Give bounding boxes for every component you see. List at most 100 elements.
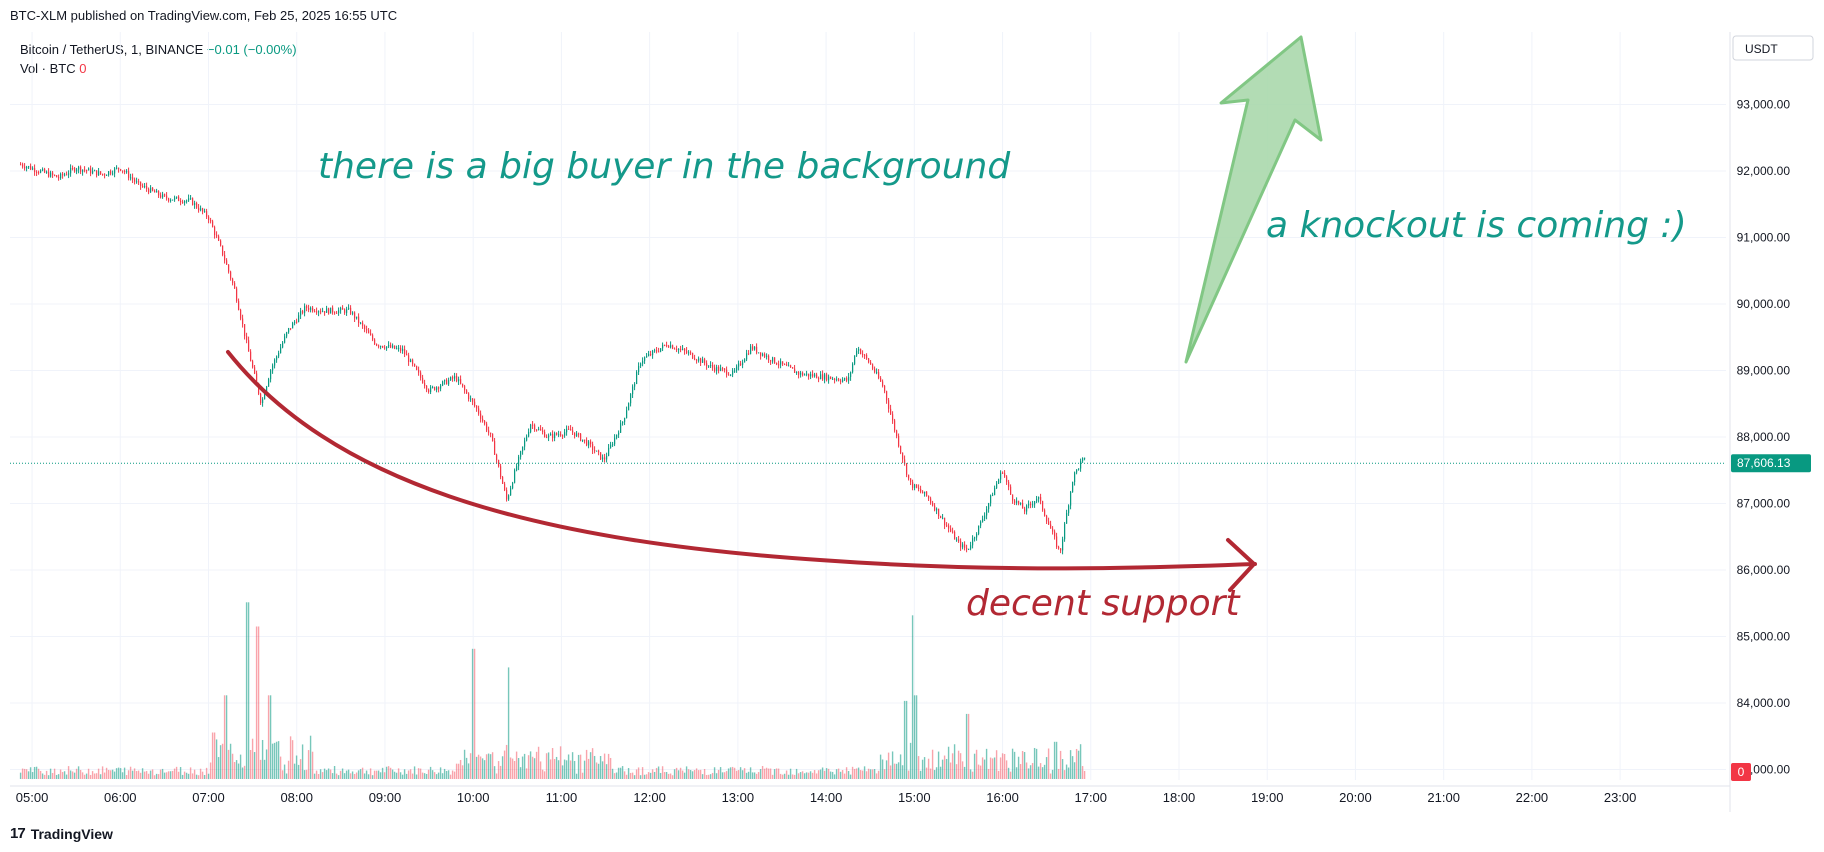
- volume-bar: [315, 770, 318, 779]
- candle-body: [751, 346, 754, 350]
- candle-body: [461, 383, 464, 387]
- volume-bar: [527, 755, 530, 779]
- volume-bar: [789, 768, 792, 779]
- volume-bar: [271, 743, 274, 779]
- volume-bar: [183, 771, 186, 779]
- candle-body: [763, 354, 766, 357]
- volume-bar: [37, 768, 40, 779]
- volume-bar: [603, 753, 606, 779]
- volume-bar: [687, 769, 690, 779]
- x-tick-label: 17:00: [1074, 790, 1107, 805]
- candle-body: [209, 219, 212, 222]
- symbol-name[interactable]: Bitcoin / TetherUS, 1, BINANCE: [20, 42, 204, 57]
- volume-bar: [635, 769, 638, 779]
- candle-body: [561, 435, 564, 437]
- volume-bar: [1071, 756, 1074, 779]
- volume-bar: [611, 768, 614, 779]
- candle-body: [119, 169, 122, 171]
- currency-box: [1732, 35, 1814, 61]
- candle-body: [797, 371, 800, 375]
- volume-bar: [883, 769, 886, 779]
- candle-body: [109, 171, 112, 174]
- candle-body: [661, 344, 664, 349]
- x-tick-label: 06:00: [104, 790, 137, 805]
- volume-bar: [221, 743, 224, 779]
- candle-body: [267, 379, 270, 387]
- candle-body: [825, 374, 828, 381]
- candle-body: [199, 208, 202, 211]
- candle-body: [657, 351, 660, 353]
- candle-body: [287, 328, 290, 333]
- volume-bar: [61, 772, 64, 779]
- candle-body: [175, 196, 178, 198]
- volume-bar: [715, 773, 718, 779]
- candle-body: [1069, 492, 1072, 506]
- candle-body: [821, 374, 824, 380]
- candle-body: [1067, 505, 1070, 514]
- candle-body: [815, 374, 818, 379]
- volume-bar: [815, 773, 818, 779]
- candle-body: [417, 369, 420, 373]
- volume-bar: [213, 732, 216, 779]
- volume-bar: [903, 700, 906, 779]
- volume-bar: [783, 773, 786, 779]
- volume-bar: [119, 768, 122, 779]
- volume-bar: [111, 769, 114, 779]
- volume-bar: [319, 769, 322, 779]
- candle-body: [997, 479, 1000, 484]
- volume-bar: [323, 768, 326, 779]
- volume-bar: [947, 746, 950, 779]
- candle-body: [571, 430, 574, 433]
- candle-body: [97, 171, 100, 176]
- candle-body: [327, 308, 330, 314]
- candle-body: [383, 347, 386, 349]
- tradingview-footer[interactable]: 17 TradingView: [10, 825, 113, 842]
- candle-body: [479, 413, 482, 419]
- candle-body: [473, 401, 476, 406]
- candle-body: [107, 171, 110, 176]
- volume-bar: [483, 760, 486, 779]
- volume-bar: [845, 767, 848, 779]
- volume-bar: [491, 752, 494, 779]
- x-tick-label: 16:00: [986, 790, 1019, 805]
- candle-body: [269, 370, 272, 380]
- candle-body: [1033, 501, 1036, 505]
- candle-body: [1057, 546, 1060, 549]
- candle-body: [897, 436, 900, 447]
- candle-body: [75, 169, 78, 172]
- candle-body: [441, 381, 444, 386]
- candle-body: [27, 166, 30, 168]
- candle-body: [71, 168, 74, 170]
- volume-label[interactable]: Vol · BTC: [20, 61, 76, 76]
- bullish-arrow: [1184, 35, 1323, 364]
- candle-body: [313, 311, 316, 313]
- y-tick-label: 87,000.00: [1737, 497, 1791, 511]
- volume-bar: [1027, 768, 1030, 779]
- candle-body: [399, 347, 402, 351]
- volume-bar: [699, 769, 702, 779]
- candle-body: [291, 323, 294, 329]
- candle-body: [895, 430, 898, 437]
- volume-bar: [127, 770, 130, 779]
- volume-bar: [235, 760, 238, 779]
- candle-body: [681, 348, 684, 350]
- candle-body: [919, 488, 922, 492]
- candle-body: [753, 346, 756, 350]
- candle-body: [633, 384, 636, 387]
- candle-body: [687, 352, 690, 354]
- volume-bar: [607, 753, 610, 779]
- volume-bar: [625, 774, 628, 779]
- volume-bar: [123, 767, 126, 779]
- volume-bar: [165, 772, 168, 779]
- candle-body: [215, 234, 218, 237]
- volume-bar: [51, 772, 54, 779]
- candle-body: [19, 164, 22, 166]
- candle-body: [505, 490, 508, 500]
- volume-bar: [223, 695, 226, 779]
- volume-bar: [857, 767, 860, 779]
- volume-bar: [773, 769, 776, 779]
- candle-body: [373, 339, 376, 345]
- candle-body: [181, 201, 184, 203]
- volume-bar: [767, 768, 770, 779]
